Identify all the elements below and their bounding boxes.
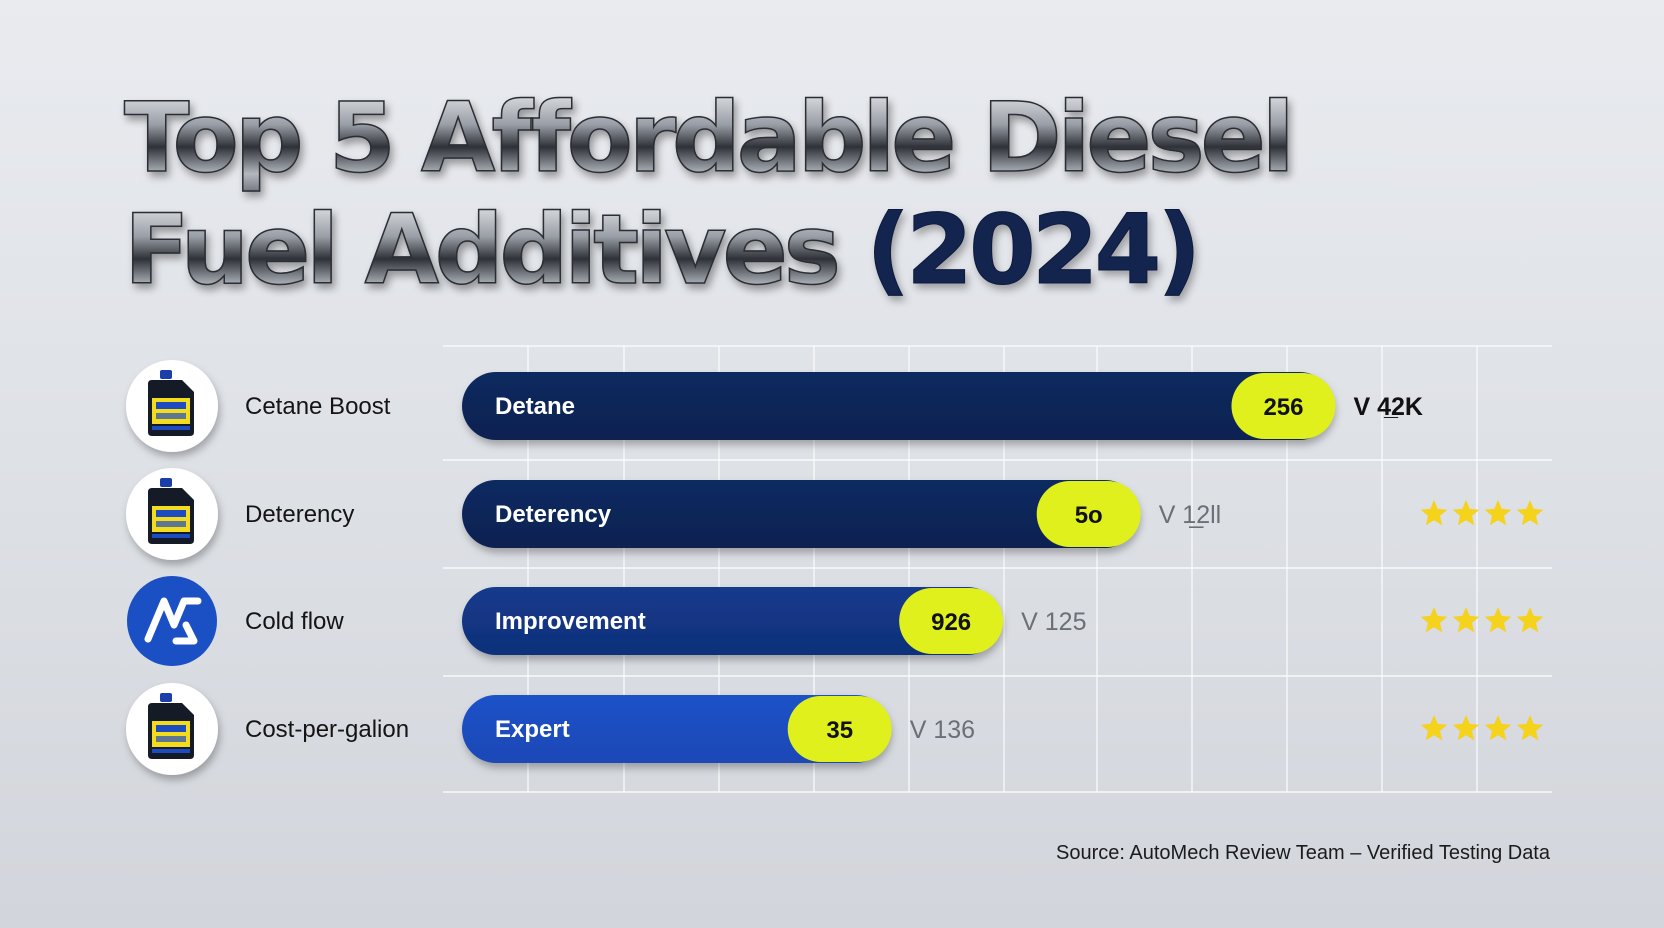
value-label: 256	[1263, 394, 1303, 421]
value-label: 5o	[1075, 502, 1103, 529]
bar	[462, 372, 1334, 440]
bar-row: Cetane Boost Detane 256 V 4̲2K	[126, 360, 1423, 452]
rating-star-icon	[1484, 715, 1512, 741]
bar-row: Deterency Deterency 5o V 1̲2ll	[126, 468, 1544, 560]
bar-label: Expert	[495, 716, 570, 743]
value-pill	[1036, 481, 1141, 547]
title-year: (2024)	[866, 194, 1202, 307]
value-label: 926	[931, 609, 971, 636]
bar	[462, 587, 1002, 655]
value-pill	[1231, 373, 1336, 439]
row-category-label: Cetane Boost	[245, 393, 391, 420]
rating-star-icon	[1452, 715, 1480, 741]
rating-stars	[1420, 715, 1544, 741]
rating-star-icon	[1484, 500, 1512, 526]
side-label: V 1̲2ll	[1159, 501, 1222, 529]
side-label: V 4̲2K	[1353, 393, 1422, 421]
rating-stars	[1420, 500, 1544, 526]
fuel-jug-icon	[126, 683, 218, 775]
rating-star-icon	[1516, 715, 1544, 741]
bar-label: Detane	[495, 393, 575, 420]
bar-label: Improvement	[495, 608, 646, 635]
rating-stars	[1420, 607, 1544, 633]
value-pill	[899, 588, 1004, 654]
chart-title: Top 5 Affordable Diesel Fuel Additives (…	[123, 81, 1324, 307]
rating-star-icon	[1452, 500, 1480, 526]
bar	[462, 480, 1139, 548]
row-category-label: Cold flow	[245, 608, 344, 635]
bar-row: Cold flow Improvement 926 V 125	[127, 576, 1544, 666]
side-label: V 136	[910, 716, 975, 744]
rating-star-icon	[1420, 500, 1448, 526]
bar-label: Deterency	[495, 501, 612, 528]
value-label: 35	[826, 717, 853, 744]
bar-row: Cost-per-galion Expert 35 V 136	[126, 683, 1544, 775]
row-category-label: Cost-per-galion	[245, 716, 409, 743]
bar	[462, 695, 890, 763]
rating-star-icon	[1516, 500, 1544, 526]
rating-star-icon	[1420, 715, 1448, 741]
fuel-jug-icon	[126, 468, 218, 560]
rating-star-icon	[1516, 607, 1544, 633]
brand-logo-icon	[127, 576, 217, 666]
title-line-1: Top 5 Affordable Diesel	[123, 81, 1324, 195]
title-line-2-main: Fuel Additives	[123, 193, 841, 307]
row-category-label: Deterency	[245, 501, 354, 528]
rating-star-icon	[1452, 607, 1480, 633]
rating-star-icon	[1484, 607, 1512, 633]
title-line-2: Fuel Additives (2024)	[123, 193, 1324, 307]
source-note: Source: AutoMech Review Team – Verified …	[1056, 842, 1550, 864]
side-label: V 125	[1021, 608, 1086, 636]
value-pill	[787, 696, 892, 762]
rating-star-icon	[1420, 607, 1448, 633]
fuel-jug-icon	[126, 360, 218, 452]
